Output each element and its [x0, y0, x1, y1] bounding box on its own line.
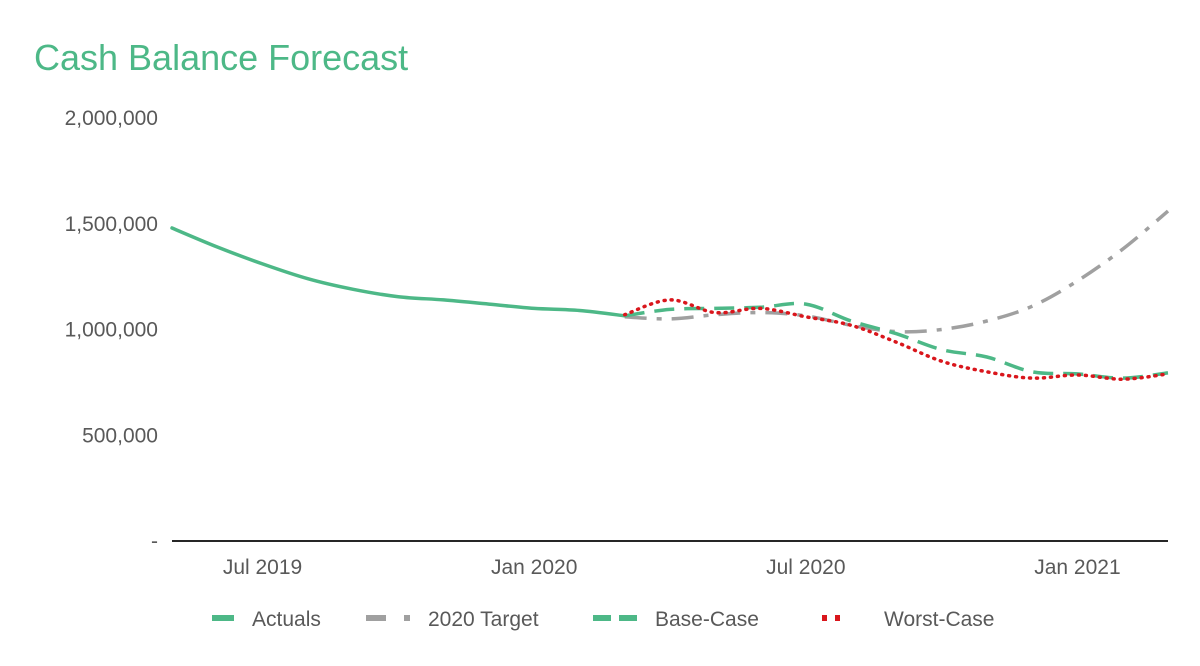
legend-label: Actuals [252, 608, 321, 631]
legend-item-actuals: Actuals [212, 608, 321, 631]
legend: Actuals 2020 Target Base-Case Worst-Case [212, 608, 994, 631]
legend-item-worst: Worst-Case [822, 608, 994, 631]
x-tick-label: Jul 2019 [223, 556, 302, 579]
x-tick-label: Jul 2020 [766, 556, 845, 579]
legend-item-base: Base-Case [593, 608, 759, 631]
legend-label: 2020 Target [428, 608, 539, 631]
y-tick-label: 1,500,000 [65, 213, 158, 236]
y-tick-label: - [151, 530, 158, 553]
chart-title: Cash Balance Forecast [34, 37, 408, 78]
series-line-target [624, 209, 1170, 334]
legend-label: Worst-Case [884, 608, 994, 631]
plot-area [170, 209, 1170, 381]
series-line-actuals [170, 226, 627, 318]
x-tick-label: Jan 2020 [491, 556, 577, 579]
y-axis: - 500,000 1,000,000 1,500,000 2,000,000 [65, 107, 158, 553]
y-tick-label: 1,000,000 [65, 319, 158, 342]
series-line-worst [622, 298, 1170, 381]
x-tick-label: Jan 2021 [1034, 556, 1120, 579]
y-tick-label: 2,000,000 [65, 107, 158, 130]
legend-label: Base-Case [655, 608, 759, 631]
x-axis: Jul 2019 Jan 2020 Jul 2020 Jan 2021 [223, 556, 1121, 579]
y-tick-label: 500,000 [82, 424, 158, 447]
legend-item-target: 2020 Target [366, 608, 539, 631]
